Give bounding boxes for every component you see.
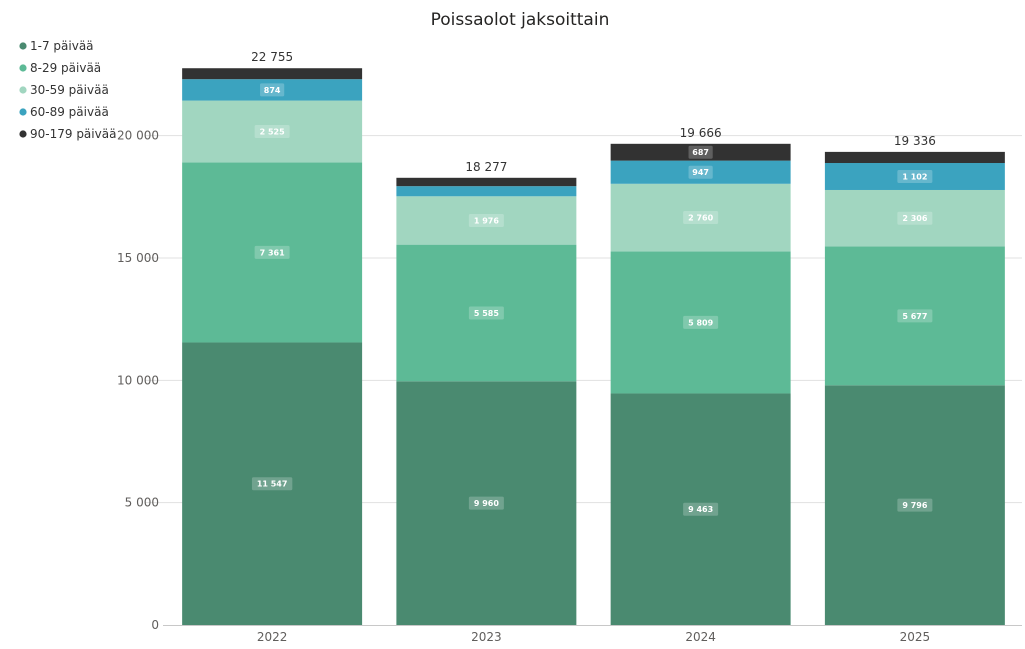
bars <box>182 68 1005 625</box>
y-tick-label: 10 000 <box>117 373 159 387</box>
legend-marker <box>19 108 27 116</box>
data-label-box <box>468 496 504 510</box>
x-tick-label: 2025 <box>900 630 931 644</box>
bar-segment-2024-0 <box>610 393 791 625</box>
legend-marker <box>19 130 27 138</box>
bar-segment-2024-2 <box>610 183 791 252</box>
data-label-box <box>254 124 290 138</box>
bar-segment-2024-3 <box>610 160 791 184</box>
bar-segment-2022-4 <box>182 68 363 80</box>
data-label: 1 102 <box>902 173 927 182</box>
data-label: 5 809 <box>688 318 713 327</box>
data-label: 2 525 <box>260 127 285 136</box>
x-tick-label: 2024 <box>685 630 716 644</box>
data-label: 687 <box>692 148 709 157</box>
bar-segment-2025-1 <box>824 246 1005 386</box>
data-label-box <box>683 502 719 516</box>
total-label-2022: 22 755 <box>251 50 293 64</box>
bar-segment-2022-2 <box>182 100 363 163</box>
legend: 1-7 päivää 8-29 päivää 30-59 päivää 60-89 p… <box>19 39 116 141</box>
data-label-box <box>468 213 504 227</box>
x-tick-label: 2023 <box>471 630 502 644</box>
bar-segment-2023-2 <box>396 196 577 245</box>
y-tick-label: 0 <box>151 618 159 632</box>
bar-segment-2022-3 <box>182 79 363 101</box>
data-label-box <box>254 245 290 259</box>
legend-marker <box>19 64 27 72</box>
data-label-box <box>683 211 719 225</box>
bar-segment-2025-2 <box>824 189 1005 247</box>
x-tick-label: 2022 <box>257 630 288 644</box>
data-label-box <box>260 83 285 97</box>
total-label-2025: 19 336 <box>894 134 936 148</box>
data-label: 2 306 <box>902 214 927 223</box>
data-label-box <box>897 211 933 225</box>
data-label-box <box>251 477 293 491</box>
y-tick-label: 20 000 <box>117 129 159 143</box>
data-label: 5 677 <box>902 312 927 321</box>
bar-segment-2024-1 <box>610 251 791 394</box>
total-label-2024: 19 666 <box>680 126 722 140</box>
data-labels: 11 547 7 361 2 525 874 22 755 9 960 5 585 1 976… <box>251 50 936 516</box>
data-label: 5 585 <box>474 309 499 318</box>
data-label-box <box>688 145 713 159</box>
data-label: 2 760 <box>688 214 713 223</box>
data-label-box <box>897 498 933 512</box>
y-tick-label: 15 000 <box>117 251 159 265</box>
legend-entry: 1-7 päivää <box>30 39 94 53</box>
legend-marker <box>19 42 27 50</box>
bar-segment-2024-4 <box>610 143 791 161</box>
legend-entry: 60-89 päivää <box>30 105 109 119</box>
bar-segment-2023-0 <box>396 381 577 625</box>
data-label: 9 960 <box>474 499 499 508</box>
data-label-box <box>468 306 504 320</box>
legend-entry: 8-29 päivää <box>30 61 101 75</box>
bar-segment-2023-4 <box>396 177 577 187</box>
data-label-box <box>688 165 713 179</box>
axes: 0 5 000 10 000 15 000 20 000 2022 2023 2024 2025 <box>117 129 1022 644</box>
bar-segment-2025-4 <box>824 151 1005 164</box>
bar-segment-2025-3 <box>824 163 1005 190</box>
bar-segment-2025-0 <box>824 385 1005 625</box>
data-label-box <box>683 315 719 329</box>
data-label: 9 463 <box>688 505 713 514</box>
data-label-box <box>897 309 933 323</box>
y-tick-label: 5 000 <box>125 496 159 510</box>
chart-title: Poissaolot jaksoittain <box>431 10 610 30</box>
data-label: 1 976 <box>474 216 499 225</box>
data-label: 874 <box>264 86 281 95</box>
legend-entry: 30-59 päivää <box>30 83 109 97</box>
data-label-box <box>897 170 933 183</box>
bar-segment-2022-1 <box>182 162 363 343</box>
legend-entry: 90-179 päivää <box>30 127 116 141</box>
data-label: 9 796 <box>902 501 927 510</box>
bar-segment-2023-3 <box>396 186 577 197</box>
data-label: 7 361 <box>260 248 285 257</box>
bar-segment-2022-0 <box>182 342 363 625</box>
data-label: 11 547 <box>257 480 288 489</box>
bar-segment-2023-1 <box>396 244 577 382</box>
total-label-2023: 18 277 <box>465 160 507 174</box>
data-label: 947 <box>692 168 709 177</box>
legend-marker <box>19 86 27 94</box>
